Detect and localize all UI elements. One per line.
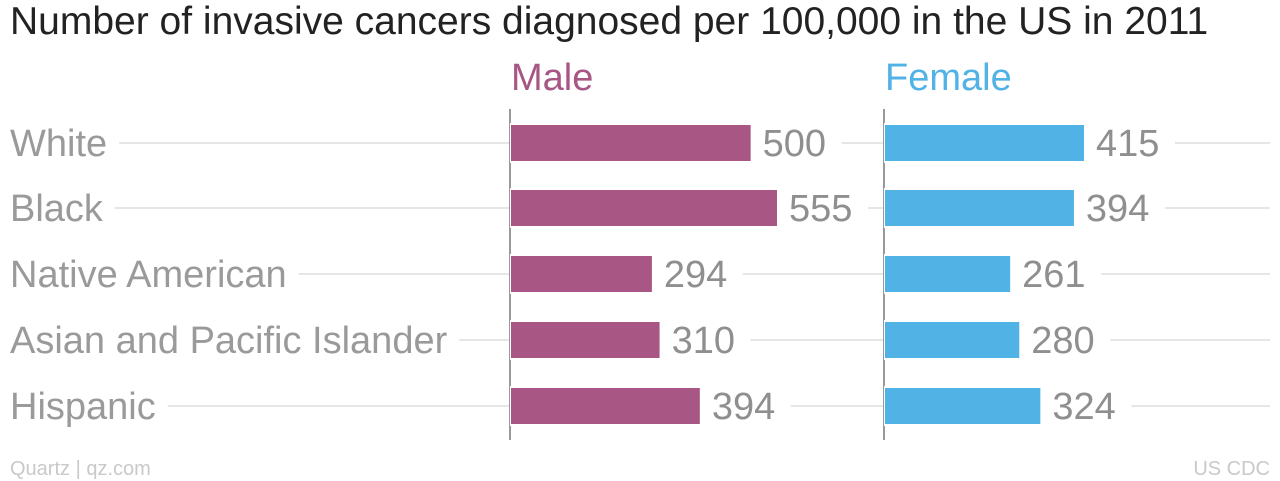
- bar-male: [511, 388, 700, 424]
- bar-male: [511, 125, 751, 161]
- category-label: Asian and Pacific Islander: [10, 320, 448, 362]
- label-background: [4, 188, 115, 228]
- value-label: 500: [763, 123, 826, 165]
- value-label: 415: [1096, 123, 1159, 165]
- value-label: 294: [664, 254, 727, 296]
- bar-female: [885, 190, 1074, 226]
- label-background: [4, 123, 120, 163]
- bar-male: [511, 190, 777, 226]
- label-background: [4, 386, 168, 426]
- category-label: Black: [10, 188, 104, 230]
- category-label: Hispanic: [10, 386, 156, 428]
- bar-male: [511, 322, 660, 358]
- value-label: 394: [712, 386, 775, 428]
- legend-male: Male: [511, 57, 593, 99]
- chart-title: Number of invasive cancers diagnosed per…: [10, 0, 1209, 43]
- value-label: 324: [1052, 386, 1115, 428]
- label-background: [4, 320, 460, 360]
- legend-female: Female: [885, 57, 1012, 99]
- category-label: Native American: [10, 254, 287, 296]
- category-label: White: [10, 123, 107, 165]
- bar-female: [885, 125, 1084, 161]
- value-label: 261: [1022, 254, 1085, 296]
- footer-credit: Quartz | qz.com: [10, 458, 151, 480]
- value-label: 310: [672, 320, 735, 362]
- bar-female: [885, 322, 1020, 358]
- bar-female: [885, 256, 1011, 292]
- value-label: 280: [1031, 320, 1094, 362]
- value-label: 394: [1086, 188, 1149, 230]
- label-background: [4, 254, 299, 294]
- footer-source: US CDC: [1193, 458, 1270, 480]
- bar-male: [511, 256, 652, 292]
- value-label: 555: [789, 188, 852, 230]
- bar-female: [885, 388, 1041, 424]
